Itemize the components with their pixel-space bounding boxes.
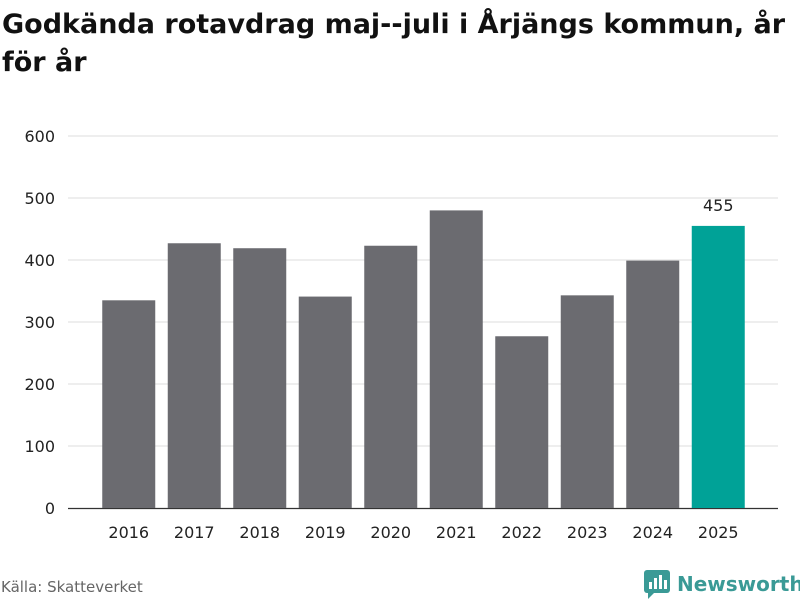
y-tick-label: 500 <box>24 189 55 208</box>
x-tick-label: 2023 <box>567 523 608 542</box>
brand-name: Newsworthy <box>677 572 800 596</box>
x-tick-label: 2018 <box>239 523 280 542</box>
bar-2018 <box>233 248 287 508</box>
bar-2020 <box>364 245 418 509</box>
y-tick-label: 100 <box>24 437 55 456</box>
bar-2016 <box>102 300 156 508</box>
y-tick-label: 300 <box>24 313 55 332</box>
bar-2023 <box>560 295 614 508</box>
x-tick-label: 2021 <box>436 523 477 542</box>
bars <box>102 210 745 509</box>
x-tick-label: 2024 <box>632 523 673 542</box>
bar-2017 <box>167 243 221 508</box>
bar-chart-speech-bubble-icon <box>644 570 670 599</box>
labels: 0 100 200 300 400 500 600 2016 2017 2018 2019 2020 2… <box>24 127 738 542</box>
bar-2019 <box>298 296 352 508</box>
x-tick-label: 2016 <box>108 523 149 542</box>
y-tick-label: 600 <box>24 127 55 146</box>
y-tick-label: 200 <box>24 375 55 394</box>
x-tick-label: 2022 <box>501 523 542 542</box>
y-tick-label: 400 <box>24 251 55 270</box>
x-tick-label: 2017 <box>174 523 215 542</box>
bar-2024 <box>626 260 680 508</box>
y-tick-label: 0 <box>45 499 55 518</box>
x-tick-label: 2019 <box>305 523 346 542</box>
bar-2022 <box>495 336 549 508</box>
x-tick-label: 2025 <box>698 523 739 542</box>
bar-2021 <box>429 210 483 508</box>
data-label: 455 <box>703 196 734 215</box>
bar-2025 <box>691 225 745 508</box>
chart-title: Godkända rotavdrag maj--juli i Årjängs k… <box>2 9 786 78</box>
brand-logo: Newsworthy <box>643 568 800 600</box>
x-tick-label: 2020 <box>370 523 411 542</box>
source-note: Källa: Skatteverket <box>1 578 143 596</box>
